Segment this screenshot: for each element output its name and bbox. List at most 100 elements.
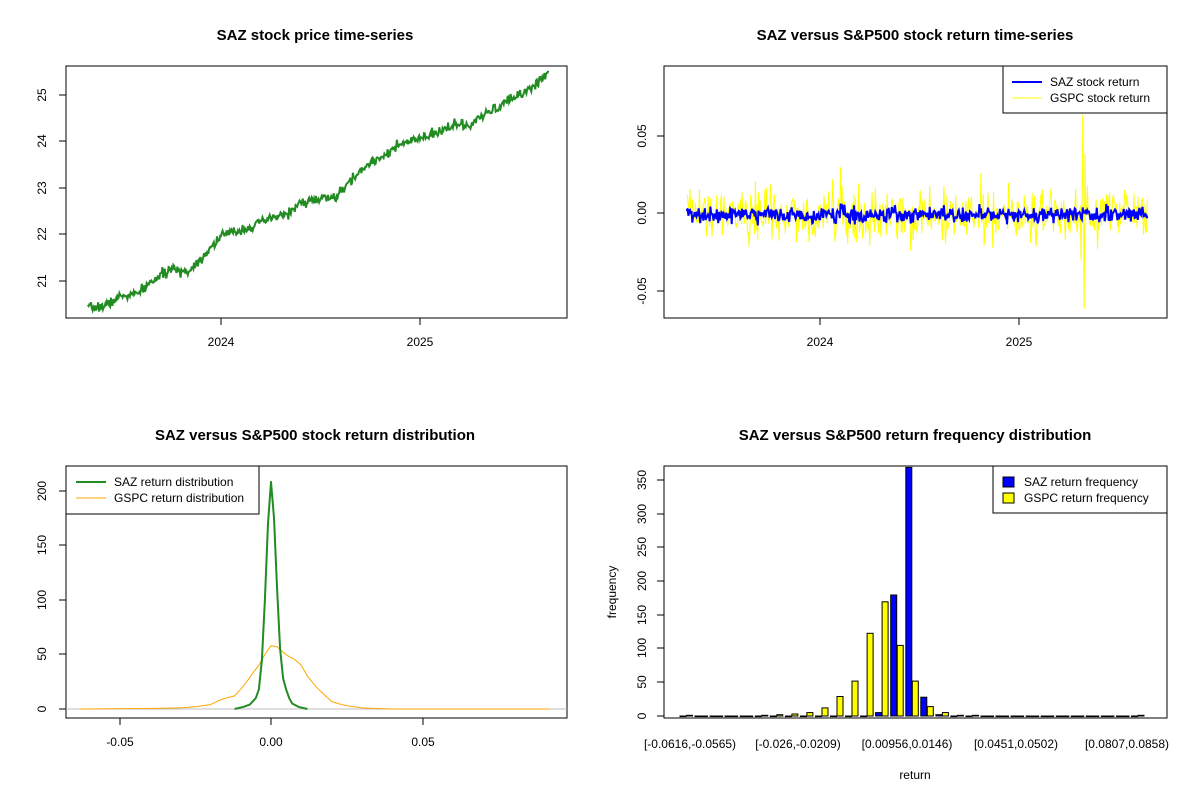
gspc-frequency-bar <box>1122 715 1130 718</box>
histogram-y-tick: 300 <box>635 504 649 524</box>
gspc-frequency-bar <box>701 715 708 718</box>
saz-density-curve <box>234 480 308 710</box>
gspc-frequency-bar <box>896 644 904 717</box>
returns-plot-frame <box>663 65 1168 319</box>
returns-x-axis: 2024 2025 <box>807 318 1033 349</box>
saz-frequency-bar <box>784 715 792 718</box>
histogram-x-tick: [-0.0616,-0.0565) <box>644 737 736 751</box>
gspc-frequency-bar <box>1002 715 1009 718</box>
saz-frequency-bar <box>1131 715 1138 718</box>
gspc-frequency-bar <box>761 714 769 717</box>
gspc-frequency-bar <box>911 680 919 717</box>
gspc-frequency-bar <box>806 712 814 717</box>
legend-label: SAZ return distribution <box>114 475 233 489</box>
gspc-frequency-bar <box>1017 715 1025 718</box>
saz-frequency-bar <box>724 715 732 718</box>
gspc-frequency-bar <box>926 706 934 717</box>
histogram-y-tick: 200 <box>635 571 649 591</box>
price-x-tick: 2025 <box>407 335 434 349</box>
saz-frequency-bar <box>1100 715 1108 718</box>
returns-x-tick: 2024 <box>807 335 834 349</box>
histogram-title: SAZ versus S&P500 return frequency distr… <box>739 427 1092 444</box>
histogram-x-axis: [-0.0616,-0.0565) [-0.026,-0.0209) [0.00… <box>644 737 1169 782</box>
density-y-tick: 150 <box>35 535 49 555</box>
gspc-frequency-bar <box>1107 715 1115 718</box>
saz-frequency-bar <box>1070 715 1078 718</box>
saz-frequency-bar <box>1025 715 1033 718</box>
gspc-frequency-bar <box>746 715 754 718</box>
saz-frequency-bar <box>815 715 822 718</box>
returns-y-tick: 0.05 <box>635 124 649 148</box>
gspc-frequency-bar <box>776 714 784 717</box>
saz-frequency-bar <box>1116 715 1123 718</box>
histogram-y-label: frequency <box>605 566 619 619</box>
legend-label: GSPC stock return <box>1050 91 1150 105</box>
gspc-density-curve <box>80 645 550 710</box>
saz-frequency-bar <box>799 715 807 718</box>
density-x-axis: -0.05 0.00 0.05 <box>106 718 435 749</box>
legend-label: GSPC return distribution <box>114 491 244 505</box>
saz-frequency-bar <box>709 715 717 718</box>
gspc-frequency-bar <box>1047 715 1055 718</box>
gspc-frequency-bar <box>851 680 859 717</box>
density-x-tick: 0.00 <box>259 735 283 749</box>
gspc-frequency-bar <box>821 707 829 717</box>
returns-x-tick: 2025 <box>1006 335 1033 349</box>
gspc-frequency-bar <box>972 714 979 717</box>
saz-frequency-bar <box>980 715 988 718</box>
density-plot-frame <box>65 465 568 719</box>
saz-frequency-bar <box>754 715 762 718</box>
density-y-tick: 0 <box>35 705 49 712</box>
saz-frequency-bar <box>950 715 958 718</box>
price-x-axis: 2024 2025 <box>208 318 434 349</box>
saz-frequency-bar <box>845 715 852 718</box>
saz-frequency-bar <box>935 714 943 717</box>
returns-y-tick: -0.05 <box>635 277 649 305</box>
histogram-y-tick: 100 <box>635 638 649 658</box>
gspc-frequency-bar <box>1032 715 1040 718</box>
gspc-frequency-bar <box>881 601 889 717</box>
legend-key-gspc-frequency <box>1002 492 1015 504</box>
price-y-tick: 21 <box>35 274 49 288</box>
saz-frequency-bar <box>875 712 883 717</box>
density-y-axis: 0 50 100 150 200 <box>35 481 66 712</box>
histogram-x-tick: [0.0807,0.0858) <box>1085 737 1169 751</box>
gspc-return-line <box>686 114 1148 309</box>
histogram-y-tick: 250 <box>635 537 649 557</box>
gspc-frequency-bar <box>1092 715 1100 718</box>
price-chart: SAZ stock price time-series 2024 2025 21… <box>35 27 568 349</box>
legend-key-saz-frequency <box>1002 476 1015 488</box>
density-y-tick: 200 <box>35 481 49 501</box>
density-y-tick: 50 <box>35 647 49 661</box>
price-y-tick: 23 <box>35 181 49 195</box>
saz-frequency-bar <box>1055 715 1063 718</box>
saz-frequency-bar <box>679 715 687 718</box>
histogram-x-label: return <box>899 768 930 782</box>
price-title: SAZ stock price time-series <box>217 27 414 44</box>
saz-frequency-bar <box>739 715 747 718</box>
histogram-x-tick: [0.0451,0.0502) <box>974 737 1058 751</box>
returns-y-axis: -0.05 0.00 0.05 <box>635 124 664 305</box>
density-legend: SAZ return distribution GSPC return dist… <box>65 465 260 515</box>
density-y-tick: 100 <box>35 590 49 610</box>
saz-return-line <box>685 203 1149 226</box>
price-x-tick: 2024 <box>208 335 235 349</box>
density-x-tick: 0.05 <box>411 735 435 749</box>
saz-frequency-bar <box>860 715 868 718</box>
returns-chart: SAZ versus S&P500 stock return time-seri… <box>635 27 1168 349</box>
returns-legend: SAZ stock return GSPC stock return <box>1002 65 1168 114</box>
saz-frequency-bar <box>830 715 837 718</box>
saz-frequency-bar <box>769 715 777 718</box>
gspc-frequency-bar <box>1077 715 1085 718</box>
saz-frequency-bar <box>920 696 928 717</box>
legend-label: GSPC return frequency <box>1024 491 1149 505</box>
gspc-frequency-bar <box>941 712 949 717</box>
saz-frequency-bar <box>890 594 898 717</box>
returns-y-tick: 0.00 <box>635 201 649 225</box>
histogram-y-axis: 0 50 100 150 200 250 300 350 frequency <box>605 466 665 719</box>
saz-frequency-bar <box>1085 715 1093 718</box>
legend-label: SAZ stock return <box>1050 75 1139 89</box>
gspc-frequency-bar <box>686 714 693 717</box>
histogram-y-tick: 150 <box>635 605 649 625</box>
